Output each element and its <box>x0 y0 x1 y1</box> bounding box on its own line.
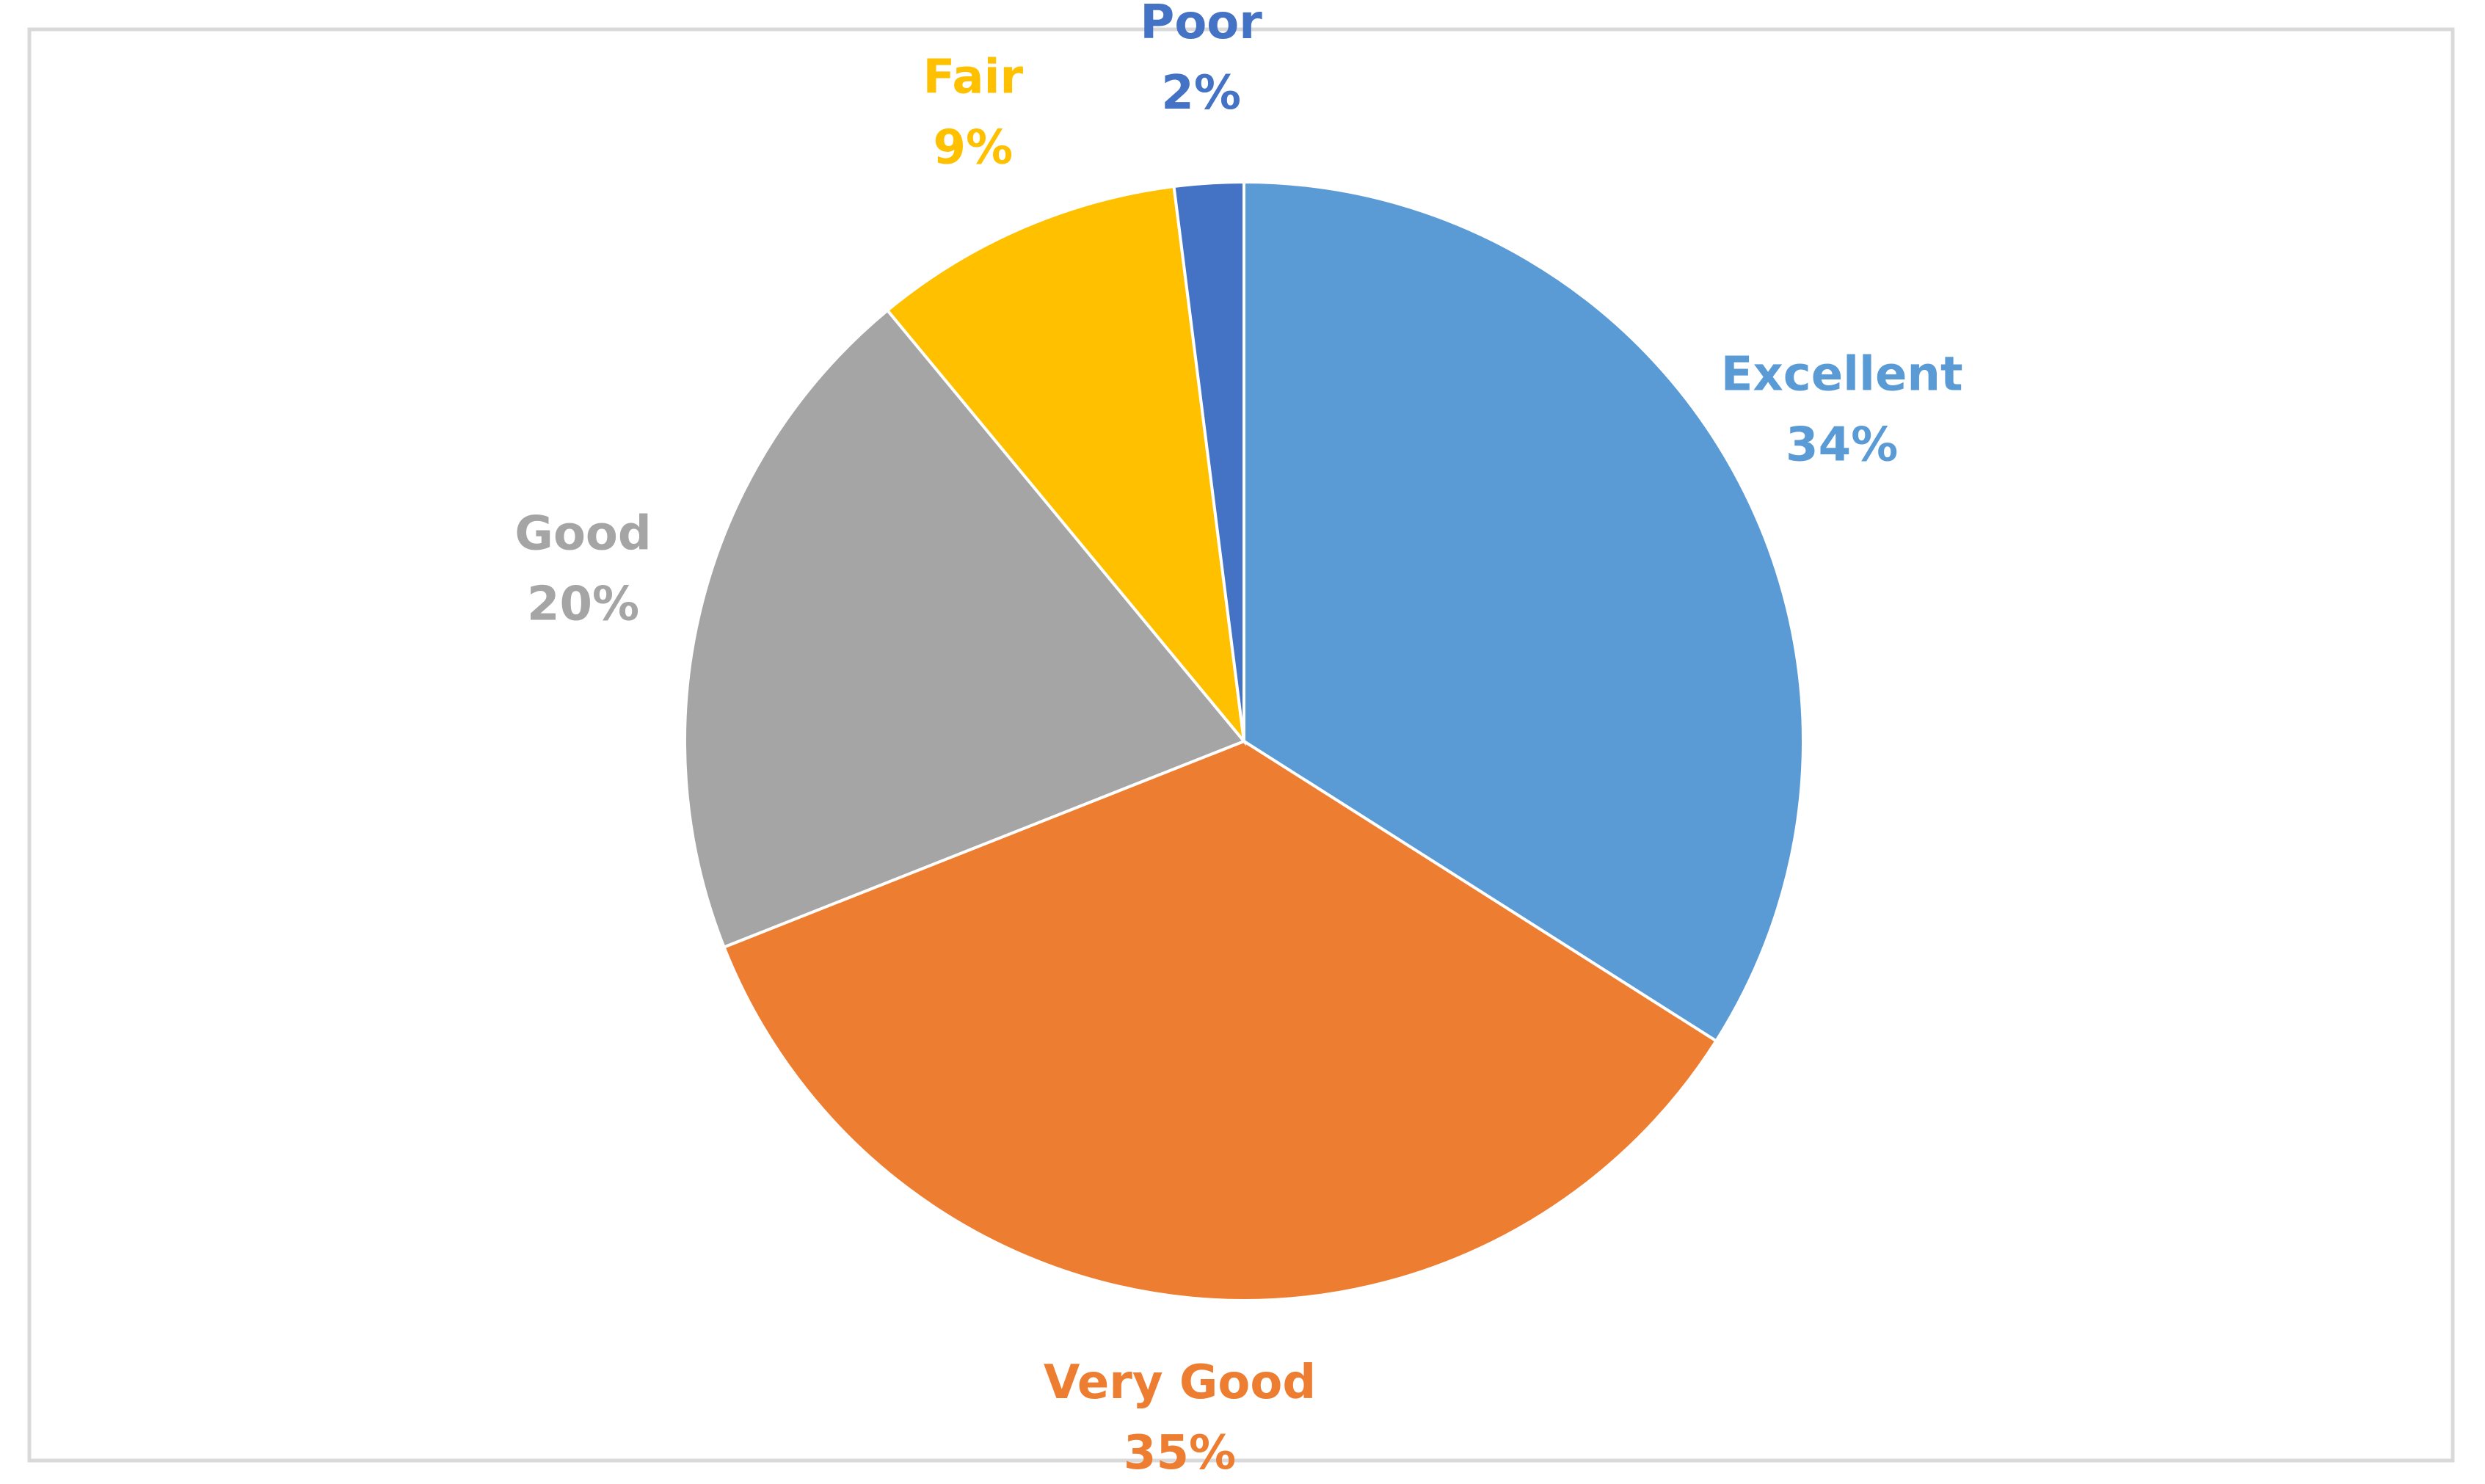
slice-category-label: Excellent <box>1721 348 1963 402</box>
slice-value-label: 20% <box>527 577 639 631</box>
slice-category-label: Good <box>514 506 651 561</box>
slice-value-label: 9% <box>933 120 1013 175</box>
pie-slice <box>1172 180 1245 742</box>
pie-slice <box>721 739 1719 1302</box>
slice-value-label: 2% <box>1161 66 1241 120</box>
slice-category-label: Very Good <box>1044 1356 1316 1410</box>
slice-value-label: 35% <box>1124 1426 1236 1480</box>
pie-slice <box>683 308 1247 950</box>
pie-slice <box>1242 180 1805 1044</box>
pie-slice <box>885 184 1246 746</box>
slice-value-label: 34% <box>1786 418 1898 473</box>
slice-category-label: Fair <box>923 50 1023 104</box>
slice-category-label: Poor <box>1140 0 1262 50</box>
